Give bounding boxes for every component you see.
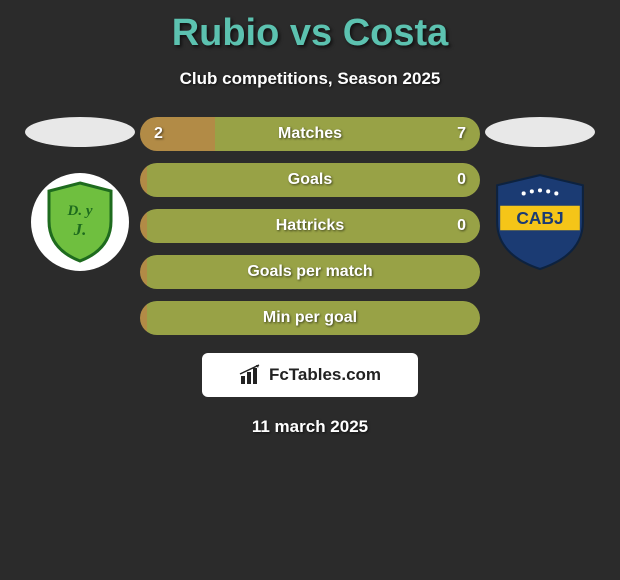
comparison-date: 11 march 2025	[252, 417, 368, 437]
svg-text:J.: J.	[73, 220, 87, 239]
player-right-photo	[485, 117, 595, 147]
stat-value-right: 7	[457, 125, 466, 143]
attribution-text: FcTables.com	[269, 365, 381, 385]
svg-text:CABJ: CABJ	[516, 208, 563, 228]
attribution-badge: FcTables.com	[202, 353, 418, 397]
bar-chart-icon	[239, 364, 263, 386]
comparison-content: D. y J. 2 Matches 7 Goals 0 Hattricks 0 Goals p…	[0, 117, 620, 335]
comparison-title: Rubio vs Costa	[172, 12, 449, 55]
stat-row: Hattricks 0	[140, 209, 480, 243]
stat-value-right: 0	[457, 171, 466, 189]
stat-label: Hattricks	[276, 217, 344, 235]
stat-label: Goals	[288, 171, 332, 189]
stat-value-right: 0	[457, 217, 466, 235]
stat-value-left: 2	[154, 125, 163, 143]
shield-cabj-icon: CABJ	[491, 171, 589, 273]
stat-label: Goals per match	[247, 263, 372, 281]
shield-dyj-icon: D. y J.	[45, 181, 115, 263]
stat-row: Goals 0	[140, 163, 480, 197]
club-badge-left: D. y J.	[31, 173, 129, 271]
stat-label: Matches	[278, 125, 342, 143]
player-left-column: D. y J.	[20, 117, 140, 271]
stat-row: Goals per match	[140, 255, 480, 289]
stat-row: 2 Matches 7	[140, 117, 480, 151]
player-left-photo	[25, 117, 135, 147]
svg-text:D. y: D. y	[67, 203, 93, 219]
club-badge-right: CABJ	[491, 173, 589, 271]
stat-label: Min per goal	[263, 309, 357, 327]
stat-row: Min per goal	[140, 301, 480, 335]
player-right-column: CABJ	[480, 117, 600, 271]
stats-list: 2 Matches 7 Goals 0 Hattricks 0 Goals per match…	[140, 117, 480, 335]
season-subtitle: Club competitions, Season 2025	[180, 69, 441, 89]
